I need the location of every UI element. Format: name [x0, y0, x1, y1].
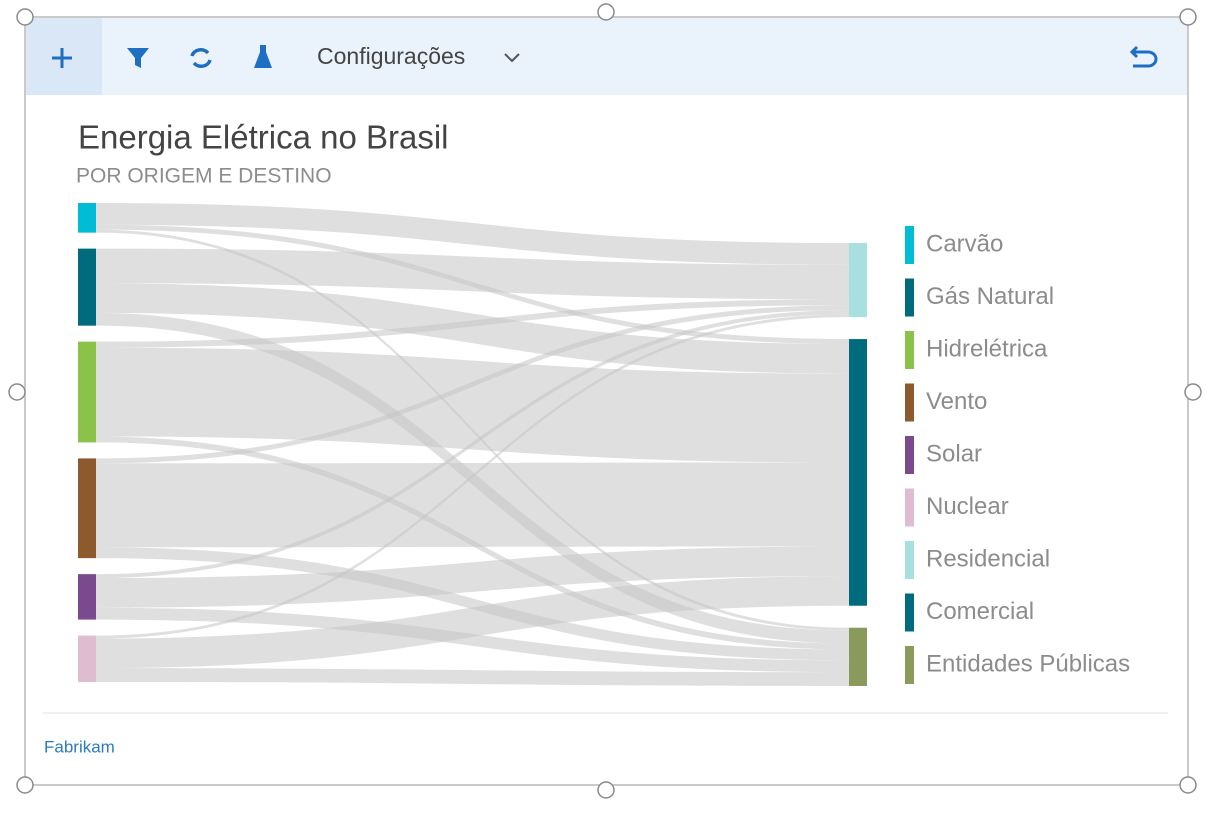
- flow: [96, 668, 849, 686]
- filter-button[interactable]: [127, 48, 149, 68]
- refresh-button[interactable]: [190, 48, 212, 68]
- node: [78, 635, 96, 682]
- chart-title: Energia Elétrica no Brasil: [78, 119, 449, 156]
- legend-label: Gás Natural: [926, 283, 1054, 310]
- resize-handles: [8, 3, 1202, 799]
- node: [78, 248, 96, 326]
- flow: [96, 607, 849, 673]
- flow: [96, 248, 849, 300]
- links: [96, 203, 849, 686]
- legend-label: Vento: [926, 388, 987, 415]
- legend-swatch: [905, 383, 914, 422]
- flow: [96, 299, 849, 348]
- node: [849, 243, 867, 318]
- legend-label: Solar: [926, 440, 982, 467]
- legend-swatch: [905, 436, 914, 474]
- node: [849, 339, 867, 606]
- settings-menu[interactable]: Configurações: [317, 43, 465, 69]
- node: [78, 458, 96, 559]
- plus-icon: [52, 48, 72, 68]
- flow: [96, 462, 849, 548]
- undo-button[interactable]: [1129, 45, 1158, 68]
- flow: [96, 576, 849, 669]
- menu-chevron[interactable]: [504, 53, 520, 63]
- flow: [96, 310, 849, 579]
- footer-source[interactable]: Fabrikam: [44, 737, 115, 756]
- legend-swatch: [905, 226, 914, 264]
- flow: [96, 314, 849, 639]
- chart-subtitle: POR ORIGEM E DESTINO: [76, 165, 332, 188]
- node: [78, 341, 96, 443]
- flow: [96, 347, 849, 463]
- node: [78, 574, 96, 620]
- legend-label: Hidrelétrica: [926, 335, 1048, 362]
- nodes: [78, 203, 867, 686]
- toolbar: [26, 18, 1187, 95]
- legend-label: Nuclear: [926, 493, 1009, 520]
- legend-swatch: [905, 331, 914, 369]
- flow: [96, 547, 849, 661]
- node: [78, 203, 96, 233]
- legend-label: Entidades Públicas: [926, 650, 1130, 677]
- legend: Carvão Gás Natural Hidrelétrica Vento Solar N…: [905, 226, 1130, 684]
- legend-label: Comercial: [926, 598, 1034, 625]
- flow: [96, 546, 849, 608]
- legend-swatch: [905, 488, 914, 527]
- legend-swatch: [905, 593, 914, 632]
- legend-swatch: [905, 278, 914, 317]
- flow: [96, 305, 849, 464]
- node: [849, 627, 867, 686]
- legend-label: Carvão: [926, 230, 1003, 257]
- flow: [96, 203, 849, 265]
- legend-label: Residencial: [926, 545, 1050, 572]
- legend-swatch: [905, 541, 914, 579]
- clear-button[interactable]: [254, 45, 272, 68]
- legend-swatch: [905, 646, 914, 684]
